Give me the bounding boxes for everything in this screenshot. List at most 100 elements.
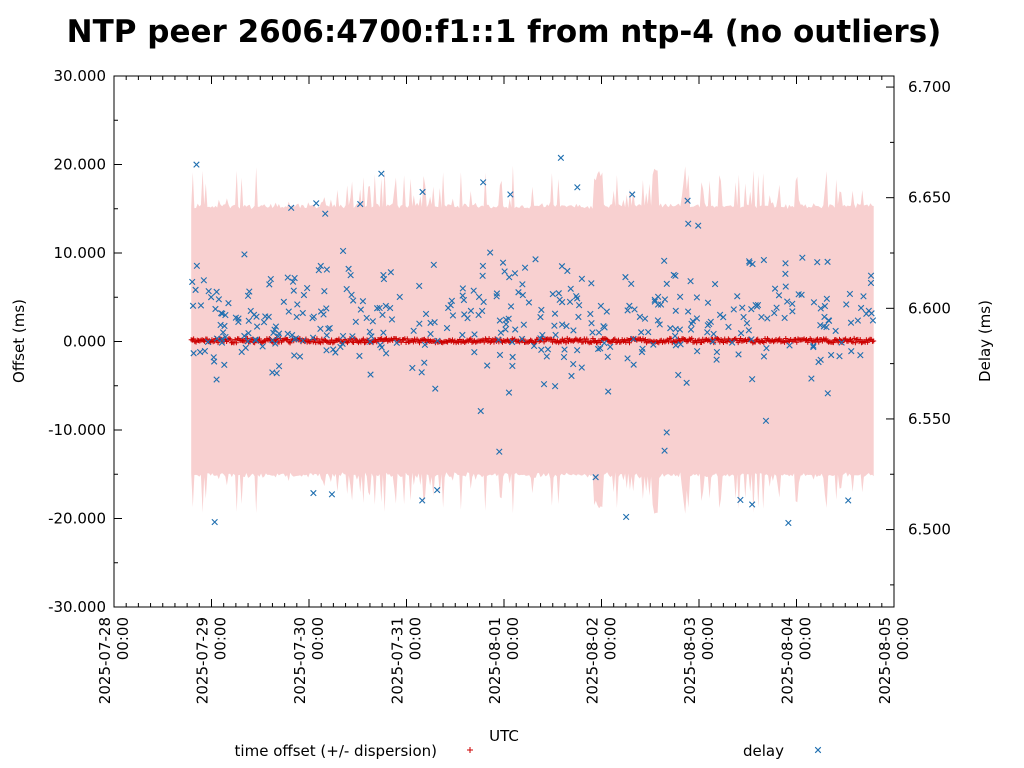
- dispersion-band: [191, 165, 874, 514]
- delay-point: [505, 389, 513, 396]
- delay-point: [538, 346, 545, 354]
- delay-point: [748, 501, 756, 508]
- x-tick-label: 2025-07-30 00:00: [291, 617, 327, 704]
- delay-point: [313, 200, 320, 207]
- offset-point: [532, 339, 538, 345]
- delay-point: [836, 353, 843, 360]
- delay-point: [728, 339, 736, 346]
- delay-point: [537, 335, 544, 342]
- delay-point: [332, 349, 339, 356]
- delay-point: [380, 275, 388, 283]
- delay-point: [713, 356, 720, 363]
- delay-point: [217, 321, 224, 329]
- delay-point: [421, 341, 429, 348]
- delay-point: [519, 281, 526, 288]
- delay-point: [566, 298, 574, 305]
- delay-point: [416, 320, 423, 327]
- delay-point: [763, 345, 770, 352]
- delay-point: [869, 317, 877, 324]
- delay-point: [771, 309, 778, 317]
- delay-point: [459, 285, 467, 292]
- chart-title: NTP peer 2606:4700:f1::1 from ntp-4 (no …: [67, 14, 942, 50]
- delay-point: [430, 261, 437, 269]
- delay-point: [367, 371, 374, 378]
- offset-point: [816, 339, 822, 345]
- delay-point: [508, 338, 516, 346]
- legend: time offset (+/- dispersion) delay: [235, 742, 822, 760]
- delay-point: [601, 339, 608, 347]
- delay-point: [291, 352, 298, 359]
- delay-point: [409, 364, 416, 372]
- delay-point: [376, 304, 383, 312]
- delay-point: [823, 323, 830, 331]
- delay-point: [483, 362, 491, 369]
- delay-series: [189, 154, 877, 527]
- delay-point: [631, 306, 638, 313]
- delay-point: [317, 262, 324, 270]
- delay-point: [244, 292, 252, 299]
- delay-point: [551, 310, 559, 317]
- delay-point: [551, 383, 559, 390]
- x-tick-date: 2025-07-28: [96, 617, 114, 704]
- delay-point: [578, 275, 586, 283]
- delay-point: [685, 220, 692, 227]
- delay-point: [764, 315, 771, 322]
- delay-point: [502, 326, 509, 333]
- delay-point: [232, 314, 240, 321]
- delay-point: [275, 330, 283, 337]
- delay-point: [280, 298, 288, 306]
- delay-point: [509, 353, 516, 361]
- y2-tick-label: 6.550: [908, 410, 951, 428]
- delay-point: [857, 351, 864, 359]
- delay-point: [825, 317, 832, 324]
- delay-point: [379, 311, 386, 319]
- x-tick-time: 00:00: [504, 617, 522, 660]
- delay-point: [262, 313, 269, 320]
- delay-point: [387, 269, 395, 276]
- delay-point: [288, 331, 296, 339]
- delay-point: [427, 319, 434, 327]
- delay-point: [604, 388, 612, 395]
- delay-point: [204, 338, 212, 346]
- delay-point: [687, 278, 694, 285]
- delay-point: [672, 307, 679, 314]
- delay-point: [555, 290, 562, 297]
- offset-point: [468, 336, 474, 342]
- delay-point: [748, 375, 756, 383]
- delay-point: [242, 344, 249, 352]
- x-tick-label: 2025-07-29 00:00: [194, 617, 230, 704]
- delay-point: [386, 304, 394, 312]
- delay-point: [511, 270, 519, 277]
- delay-point: [272, 340, 279, 347]
- delay-point: [507, 191, 514, 198]
- y2-tick-label: 6.700: [908, 78, 951, 96]
- delay-point: [357, 306, 365, 313]
- offset-point: [558, 339, 564, 345]
- delay-point: [676, 326, 684, 333]
- delay-point: [212, 305, 219, 313]
- x-tick-label: 2025-07-31 00:00: [389, 617, 425, 704]
- delay-point: [359, 298, 367, 305]
- delay-point: [810, 342, 817, 349]
- delay-point: [832, 327, 839, 335]
- delay-point: [735, 351, 742, 358]
- delay-point: [663, 280, 670, 288]
- delay-point: [222, 333, 229, 341]
- delay-point: [567, 285, 574, 292]
- y2-tick-label: 6.500: [908, 521, 951, 539]
- offset-point: [410, 339, 416, 345]
- delay-point: [345, 265, 352, 273]
- delay-point: [817, 322, 824, 329]
- delay-point: [366, 328, 373, 335]
- delay-point: [847, 319, 855, 326]
- x-axis: 2025-07-28 00:00 2025-07-29 00:00 2025-07-30…: [96, 76, 912, 704]
- offset-point: [612, 336, 618, 342]
- delay-point: [539, 331, 546, 339]
- delay-point: [817, 305, 824, 312]
- delay-point: [377, 341, 384, 349]
- delay-point: [267, 275, 274, 283]
- delay-point: [196, 348, 204, 356]
- delay-point: [310, 489, 317, 497]
- offset-point: [232, 337, 238, 343]
- delay-point: [320, 311, 327, 318]
